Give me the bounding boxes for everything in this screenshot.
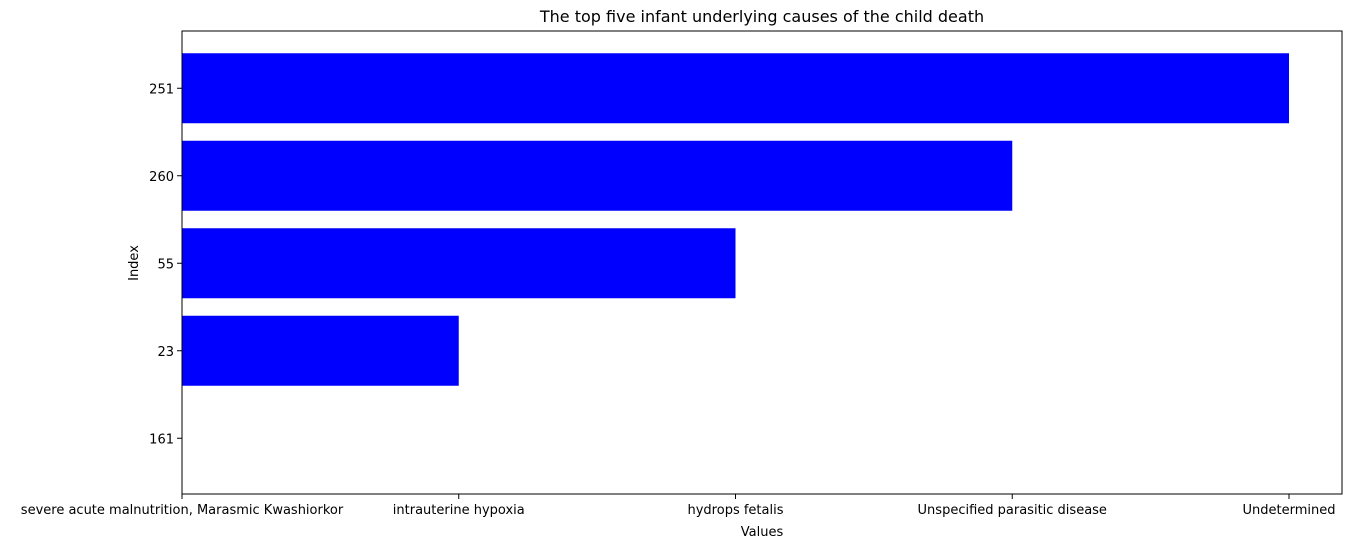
x-tick-label: severe acute malnutrition, Marasmic Kwas… (21, 503, 344, 518)
x-axis: severe acute malnutrition, Marasmic Kwas… (21, 494, 1336, 518)
y-axis-label: Index (127, 245, 142, 281)
y-tick-label: 260 (149, 170, 174, 185)
bar-251 (182, 53, 1289, 124)
x-tick-label: Undetermined (1243, 503, 1336, 518)
y-tick-label: 161 (149, 432, 174, 447)
y-axis: 251 260 55 23 161 (149, 82, 182, 447)
bar-55 (182, 228, 736, 299)
chart-title: The top five infant underlying causes of… (539, 7, 984, 26)
bars-group (182, 53, 1289, 386)
x-tick-label: intrauterine hypoxia (393, 503, 525, 518)
x-tick-label: hydrops fetalis (688, 503, 784, 518)
y-tick-label: 23 (157, 345, 174, 360)
x-tick-label: Unspecified parasitic disease (918, 503, 1107, 518)
bar-23 (182, 315, 459, 386)
x-axis-label: Values (741, 525, 784, 540)
y-tick-label: 55 (157, 257, 174, 272)
bar-260 (182, 140, 1013, 211)
y-tick-label: 251 (149, 82, 174, 97)
plot-frame (181, 30, 1343, 495)
